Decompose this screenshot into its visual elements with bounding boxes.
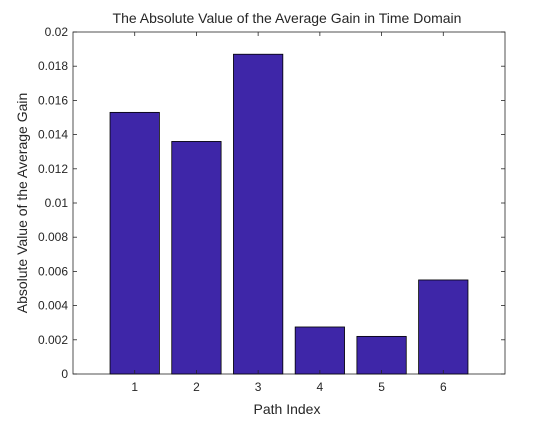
x-tick-label-1: 1 xyxy=(131,380,138,394)
y-tick-label-6: 0.012 xyxy=(38,162,68,176)
y-tick-label-4: 0.008 xyxy=(38,230,68,244)
y-tick-label-9: 0.018 xyxy=(38,59,68,73)
y-tick-label-5: 0.01 xyxy=(45,196,69,210)
x-tick-label-4: 4 xyxy=(317,380,324,394)
y-tick-label-7: 0.014 xyxy=(38,128,68,142)
bar-5 xyxy=(356,335,407,375)
bar-1 xyxy=(109,111,160,375)
y-tick-label-8: 0.016 xyxy=(38,93,68,107)
y-tick-label-2: 0.004 xyxy=(38,299,68,313)
x-tick-label-2: 2 xyxy=(193,380,200,394)
x-axis-title: Path Index xyxy=(254,401,321,417)
y-tick-label-3: 0.006 xyxy=(38,264,68,278)
x-tick-label-6: 6 xyxy=(440,380,447,394)
chart-title: The Absolute Value of the Average Gain i… xyxy=(113,10,462,26)
y-axis-title: Absolute Value of the Average Gain xyxy=(14,93,30,314)
bar-3 xyxy=(233,53,284,375)
x-tick-label-3: 3 xyxy=(255,380,262,394)
bar-2 xyxy=(171,141,222,375)
bar-6 xyxy=(418,279,469,375)
y-tick-label-1: 0.002 xyxy=(38,333,68,347)
plot-area: 1 2 3 4 5 6 0 0.002 0.004 0.006 0.008 0.01 0.012 0.01… xyxy=(38,25,506,394)
y-tick-label-10: 0.02 xyxy=(45,25,69,39)
y-tick-label-0: 0 xyxy=(61,367,68,381)
x-tick-label-5: 5 xyxy=(378,380,385,394)
bar-4 xyxy=(294,326,345,375)
